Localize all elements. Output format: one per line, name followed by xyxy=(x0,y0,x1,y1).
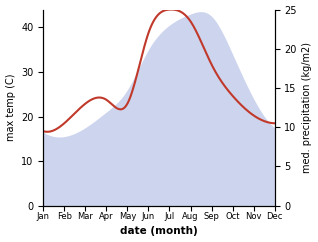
Y-axis label: max temp (C): max temp (C) xyxy=(5,74,16,141)
Y-axis label: med. precipitation (kg/m2): med. precipitation (kg/m2) xyxy=(302,42,313,173)
X-axis label: date (month): date (month) xyxy=(120,227,198,236)
